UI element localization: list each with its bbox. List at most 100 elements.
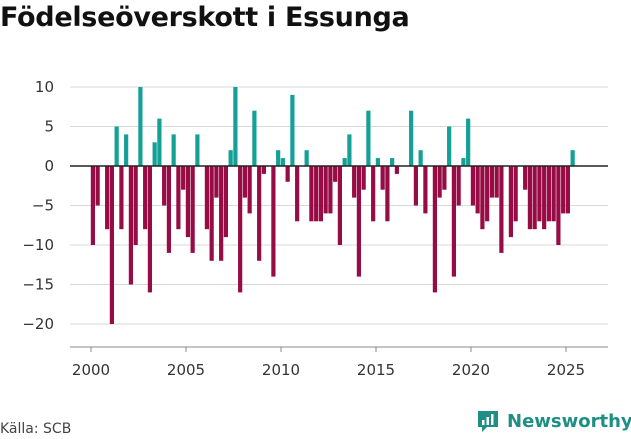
bar-negative	[176, 166, 181, 230]
bar-negative	[413, 166, 418, 206]
bar-negative	[318, 166, 323, 222]
bar-positive	[347, 134, 352, 166]
bar-negative	[105, 166, 110, 230]
bar-negative	[128, 166, 133, 285]
bar-negative	[513, 166, 518, 222]
x-tick-label: 2015	[357, 361, 395, 379]
y-tick-label: −10	[22, 236, 54, 254]
bar-negative	[485, 166, 490, 222]
y-tick-label: 5	[44, 118, 54, 136]
bar-negative	[385, 166, 390, 222]
bar-positive	[138, 87, 143, 166]
newsworthy-logo[interactable]: Newsworthy	[475, 408, 631, 434]
bar-negative	[451, 166, 456, 277]
bar-negative	[380, 166, 385, 190]
bar-chart: 10 5 0 −5 −10 −15 −20 2000 2005 2010 2015 2020 2025	[22, 78, 608, 379]
bar-negative	[223, 166, 228, 238]
bar-negative	[333, 166, 338, 182]
bar-negative	[209, 166, 214, 261]
bar-negative	[489, 166, 494, 198]
y-tick-label: −5	[32, 197, 54, 215]
bar-positive	[280, 158, 285, 166]
bar-negative	[371, 166, 376, 222]
bar-negative	[523, 166, 528, 190]
bar-negative	[442, 166, 447, 190]
bar-negative	[309, 166, 314, 222]
newsworthy-logo-icon	[478, 411, 498, 432]
bar-negative	[432, 166, 437, 293]
x-tick-label: 2025	[547, 361, 585, 379]
bar-negative	[242, 166, 247, 198]
bar-negative	[295, 166, 300, 222]
bar-negative	[143, 166, 148, 230]
bar-positive	[233, 87, 238, 166]
bar-negative	[361, 166, 366, 190]
bar-negative	[214, 166, 219, 198]
bar-negative	[162, 166, 167, 206]
bar-positive	[342, 158, 347, 166]
bar-negative	[166, 166, 171, 253]
x-tick-label: 2000	[72, 361, 110, 379]
x-tick-label: 2010	[262, 361, 300, 379]
bar-positive	[124, 134, 129, 166]
bar-negative	[394, 166, 399, 174]
bar-positive	[157, 118, 162, 166]
bar-negative	[181, 166, 186, 190]
bar-negative	[247, 166, 252, 214]
bar-negative	[147, 166, 152, 293]
bar-negative	[437, 166, 442, 198]
bar-positive	[466, 118, 471, 166]
bar-negative	[565, 166, 570, 214]
bar-positive	[375, 158, 380, 166]
bar-negative	[551, 166, 556, 222]
bar-negative	[508, 166, 513, 238]
bar-positive	[114, 126, 119, 166]
bar-negative	[314, 166, 319, 222]
bar-negative	[561, 166, 566, 214]
bar-positive	[409, 110, 414, 166]
bar-negative	[271, 166, 276, 277]
y-tick-label: −20	[22, 315, 54, 333]
bar-negative	[204, 166, 209, 230]
bar-negative	[219, 166, 224, 261]
chart-title: Födelseöverskott i Essunga	[0, 2, 410, 33]
y-tick-label: 0	[44, 157, 54, 175]
bar-negative	[95, 166, 100, 206]
bar-positive	[570, 150, 575, 166]
bar-negative	[537, 166, 542, 222]
bar-positive	[276, 150, 281, 166]
bar-negative	[352, 166, 357, 198]
bar-positive	[252, 110, 257, 166]
bar-negative	[356, 166, 361, 277]
bar-negative	[285, 166, 290, 182]
bar-positive	[290, 94, 295, 166]
bar-negative	[185, 166, 190, 238]
bar-negative	[261, 166, 266, 174]
bar-negative	[480, 166, 485, 230]
bar-negative	[475, 166, 480, 214]
bar-negative	[423, 166, 428, 214]
x-tick-label: 2020	[452, 361, 490, 379]
bar-positive	[304, 150, 309, 166]
bar-negative	[556, 166, 561, 245]
bar-negative	[499, 166, 504, 253]
y-tick-label: 10	[35, 78, 54, 96]
y-tick-label: −15	[22, 276, 54, 294]
bar-negative	[532, 166, 537, 230]
bar-negative	[337, 166, 342, 245]
source-note: Källa: SCB	[0, 421, 72, 437]
bar-negative	[133, 166, 138, 245]
bar-negative	[456, 166, 461, 206]
bar-positive	[447, 126, 452, 166]
bar-negative	[257, 166, 262, 261]
bar-negative	[470, 166, 475, 206]
bar-negative	[109, 166, 114, 324]
bar-positive	[418, 150, 423, 166]
bar-negative	[190, 166, 195, 253]
bar-positive	[152, 142, 157, 166]
bar-positive	[171, 134, 176, 166]
bar-positive	[228, 150, 233, 166]
bar-positive	[461, 158, 466, 166]
bar-positive	[390, 158, 395, 166]
bar-negative	[119, 166, 124, 230]
